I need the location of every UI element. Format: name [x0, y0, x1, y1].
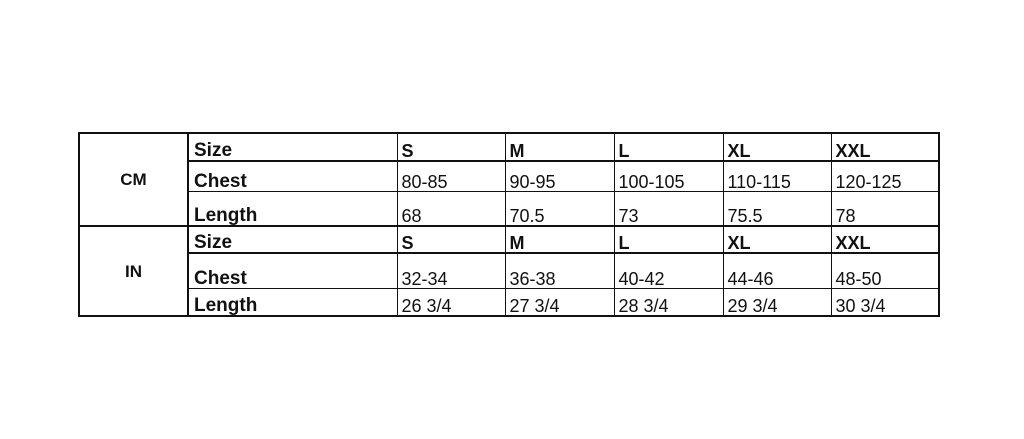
table-cell: 68: [396, 190, 506, 227]
table-row: Chest 32-34 36-38 40-42 44-46 48-50: [79, 252, 940, 289]
row-label: Length: [187, 190, 398, 227]
table-cell: 28 3/4: [613, 287, 724, 317]
table-cell: 73: [613, 190, 724, 227]
table-cell: 26 3/4: [396, 287, 506, 317]
table-cell: 29 3/4: [722, 287, 832, 317]
table-cell: 110-115: [722, 160, 832, 192]
table-cell: 27 3/4: [504, 287, 615, 317]
row-label: Size: [187, 225, 398, 254]
table-cell: XXL: [830, 132, 940, 162]
table-row: Chest 80-85 90-95 100-105 110-115 120-125: [79, 160, 940, 192]
row-label: Chest: [187, 160, 398, 192]
table-cell: 90-95: [504, 160, 615, 192]
table-cell: XXL: [830, 225, 940, 254]
table-row: CM Size S M L XL XXL: [78, 132, 940, 227]
size-chart-table: CM Size S M L XL XXL Chest 80-85 90-95 100-105 110-…: [78, 132, 940, 317]
row-label: Size: [187, 132, 398, 162]
unit-label: IN: [78, 225, 189, 317]
table-cell: S: [396, 132, 506, 162]
row-label: Chest: [187, 252, 398, 289]
table-row: Length 26 3/4 27 3/4 28 3/4 29 3/4 30 3/4: [79, 287, 940, 317]
row-label: Length: [187, 287, 398, 317]
table-cell: 120-125: [830, 160, 940, 192]
table-cell: 32-34: [396, 252, 506, 289]
table-cell: 75.5: [722, 190, 832, 227]
table-cell: 36-38: [504, 252, 615, 289]
table-cell: 48-50: [830, 252, 940, 289]
table-cell: 70.5: [504, 190, 615, 227]
table-cell: S: [396, 225, 506, 254]
table-cell: L: [613, 132, 724, 162]
table-cell: M: [504, 132, 615, 162]
unit-label: CM: [78, 132, 189, 227]
table-cell: 40-42: [613, 252, 724, 289]
table-cell: 78: [830, 190, 940, 227]
table-cell: 44-46: [722, 252, 832, 289]
table-cell: XL: [722, 132, 832, 162]
table-cell: XL: [722, 225, 832, 254]
table-cell: 80-85: [396, 160, 506, 192]
table-cell: 30 3/4: [830, 287, 940, 317]
table-cell: L: [613, 225, 724, 254]
table-row: IN Size S M L XL XXL: [78, 225, 940, 317]
table-cell: M: [504, 225, 615, 254]
table-row: Length 68 70.5 73 75.5 78: [79, 190, 940, 227]
table-cell: 100-105: [613, 160, 724, 192]
